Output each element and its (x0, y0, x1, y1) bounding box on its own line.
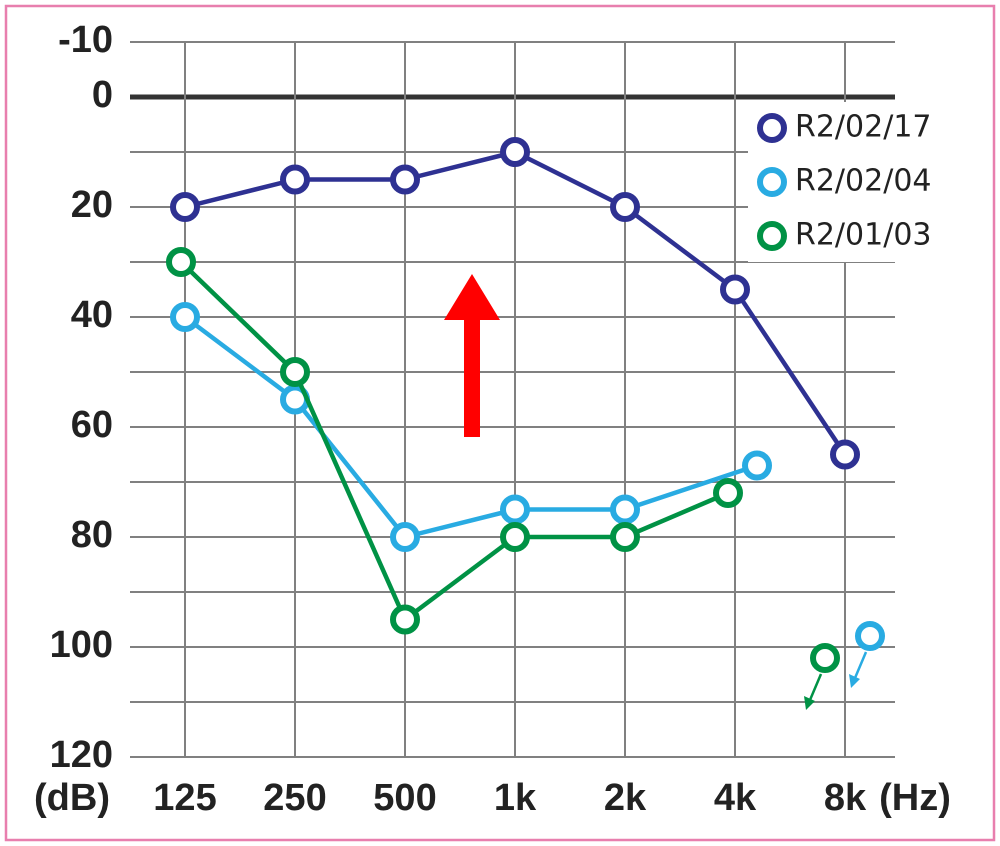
y-tick-label: 80 (71, 514, 113, 556)
y-tick-label: 20 (71, 184, 113, 226)
improvement-arrow (444, 274, 500, 437)
data-point (500, 137, 530, 167)
series-line (179, 260, 729, 622)
x-tick-label: 4k (714, 777, 757, 819)
data-point (720, 274, 750, 305)
data-point (390, 164, 420, 195)
y-axis-label: (dB) (34, 777, 110, 819)
no-response-arrowhead (804, 696, 815, 710)
y-tick-label: 120 (50, 734, 113, 776)
marks (166, 137, 885, 710)
data-point (390, 604, 420, 635)
no-response-arrowhead (849, 674, 860, 688)
data-point (170, 302, 200, 332)
legend-label: R2/01/03 (795, 218, 932, 253)
data-point (500, 494, 530, 525)
legend-symbol (757, 221, 787, 251)
scale-out-point (855, 621, 885, 651)
data-point (166, 247, 196, 277)
data-point (280, 357, 310, 387)
x-tick-label: 8k (824, 777, 867, 819)
y-tick-label: 40 (71, 294, 113, 336)
x-tick-label: 125 (153, 777, 216, 819)
legend-symbol (757, 167, 787, 197)
legend-symbol (757, 113, 787, 143)
x-axis-label: (Hz) (879, 777, 951, 819)
x-tick-label: 2k (604, 777, 647, 819)
data-point (500, 522, 530, 552)
x-tick-label: 1k (494, 777, 537, 819)
series-line (183, 315, 758, 540)
x-tick-label: 500 (373, 777, 436, 819)
data-point (610, 192, 640, 222)
no-response-arrow (853, 651, 868, 679)
y-tick-label: -10 (58, 19, 113, 61)
data-point (280, 164, 310, 195)
y-tick-label: 0 (92, 74, 113, 116)
legend-label: R2/02/17 (795, 110, 932, 145)
y-tick-label: 60 (71, 404, 113, 446)
data-point (742, 450, 772, 481)
data-point (390, 522, 420, 552)
legend-label: R2/02/04 (795, 164, 932, 199)
data-point (610, 522, 640, 552)
data-point (713, 478, 743, 508)
scale-out-point (810, 643, 840, 673)
x-tick-label: 250 (263, 777, 326, 819)
data-point (170, 192, 200, 222)
no-response-arrow (808, 673, 823, 701)
data-point (610, 494, 640, 525)
data-point (830, 439, 860, 470)
y-tick-label: 100 (50, 624, 113, 666)
